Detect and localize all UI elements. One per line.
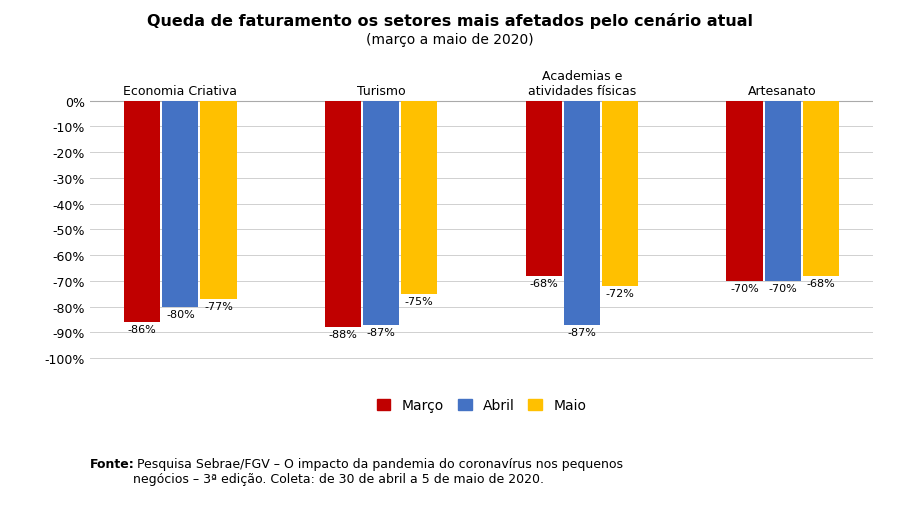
Bar <box>325 102 361 328</box>
Text: -68%: -68% <box>806 278 835 288</box>
Text: -70%: -70% <box>769 283 797 293</box>
Text: Economia Criativa: Economia Criativa <box>123 84 238 97</box>
Bar <box>602 102 638 286</box>
Bar <box>401 102 437 294</box>
Text: Fonte:: Fonte: <box>90 457 135 470</box>
Legend: Março, Abril, Maio: Março, Abril, Maio <box>371 393 592 418</box>
Text: Artesanato: Artesanato <box>748 84 817 97</box>
Text: Turismo: Turismo <box>356 84 405 97</box>
Text: -87%: -87% <box>366 327 396 337</box>
Bar <box>363 102 400 325</box>
Text: Academias e
atividades físicas: Academias e atividades físicas <box>527 70 636 97</box>
Text: -86%: -86% <box>128 325 157 334</box>
Bar <box>765 102 801 281</box>
Bar <box>803 102 839 276</box>
Bar <box>124 102 160 323</box>
Text: Queda de faturamento os setores mais afetados pelo cenário atual: Queda de faturamento os setores mais afe… <box>147 13 753 29</box>
Text: -68%: -68% <box>529 278 558 288</box>
Text: -75%: -75% <box>405 296 434 306</box>
Bar <box>726 102 762 281</box>
Text: -87%: -87% <box>567 327 597 337</box>
Text: Pesquisa Sebrae/FGV – O impacto da pandemia do coronavírus nos pequenos
negócios: Pesquisa Sebrae/FGV – O impacto da pande… <box>133 457 623 485</box>
Bar <box>162 102 198 307</box>
Text: -70%: -70% <box>730 283 759 293</box>
Bar <box>526 102 562 276</box>
Text: -80%: -80% <box>166 309 194 319</box>
Text: -72%: -72% <box>606 288 634 298</box>
Text: (março a maio de 2020): (março a maio de 2020) <box>366 33 534 47</box>
Bar <box>201 102 237 299</box>
Bar <box>563 102 600 325</box>
Text: -88%: -88% <box>328 330 357 340</box>
Text: -77%: -77% <box>204 301 233 312</box>
